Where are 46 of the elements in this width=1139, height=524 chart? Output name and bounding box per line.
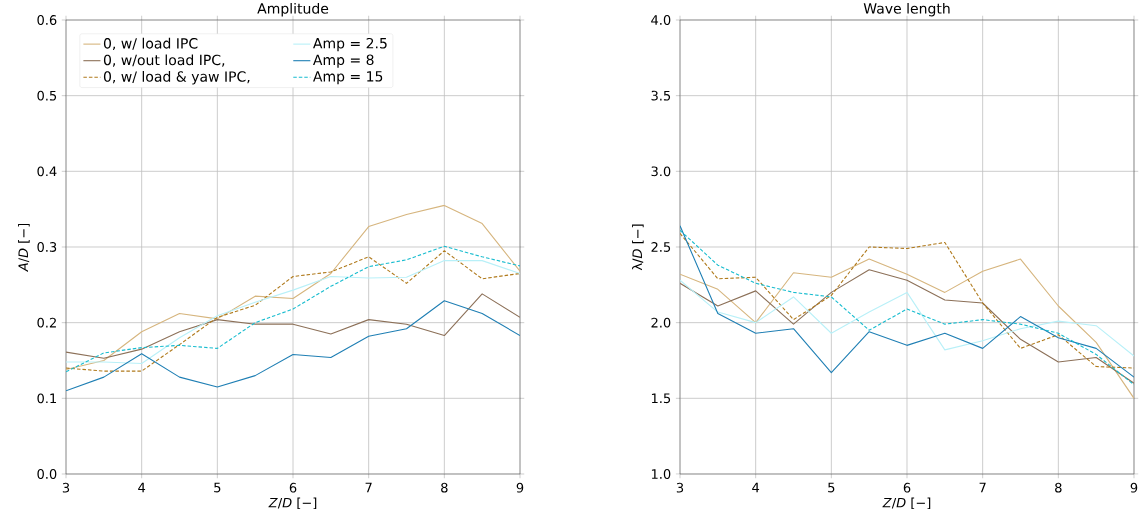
y-tick-label: 1.0 <box>651 469 671 479</box>
y-tick-label: 0.5 <box>37 90 57 101</box>
y-axis-title: A/D [−] <box>18 223 30 272</box>
y-tick-label: 1.5 <box>651 393 671 404</box>
y-tick-label: 4.0 <box>651 15 671 25</box>
legend-label: 0, w/ load & yaw IPC, <box>103 70 250 85</box>
chart-title: Amplitude <box>257 2 329 17</box>
y-tick-label: 0.0 <box>37 469 57 479</box>
legend-label: Amp = 15 <box>313 71 383 85</box>
y-tick-label: 2.5 <box>651 242 671 252</box>
x-tick-label: 5 <box>214 482 221 493</box>
x-axis-title: Z/D [−] <box>268 497 317 510</box>
line-series <box>66 204 520 371</box>
y-tick-label: 0.1 <box>37 393 57 404</box>
x-tick-label: 8 <box>1055 482 1062 493</box>
x-tick-label: 9 <box>516 482 524 493</box>
chart-title: Wave length <box>863 2 950 17</box>
y-axis-title: λ/D [−] <box>632 224 644 271</box>
legend-label: Amp = 2.5 <box>313 37 387 52</box>
x-tick-label: 6 <box>903 482 911 493</box>
y-tick-label: 0.3 <box>37 242 57 252</box>
x-tick-label: 6 <box>289 482 297 493</box>
x-tick-label: 9 <box>1130 482 1138 493</box>
y-tick-label: 0.4 <box>37 166 57 177</box>
y-tick-label: 2.0 <box>651 317 671 328</box>
x-tick-label: 5 <box>828 482 835 493</box>
line-series <box>680 279 1134 357</box>
x-tick-label: 3 <box>676 482 684 493</box>
x-tick-label: 7 <box>979 482 986 493</box>
legend-label: Amp = 8 <box>313 54 374 68</box>
legend-label: 0, w/ load IPC <box>103 37 198 51</box>
x-tick-label: 8 <box>441 482 448 493</box>
line-series <box>680 258 1134 399</box>
y-tick-label: 0.6 <box>37 15 57 25</box>
x-tick-label: 4 <box>752 482 760 493</box>
x-axis-title: Z/D [−] <box>882 497 931 510</box>
y-tick-label: 3.5 <box>651 90 671 101</box>
line-series <box>680 269 1134 384</box>
legend-label: 0, w/out load IPC, <box>103 54 225 67</box>
y-tick-label: 0.2 <box>37 317 56 328</box>
line-series <box>66 293 520 359</box>
x-tick-label: 4 <box>138 482 146 493</box>
y-tick-label: 3.0 <box>651 166 671 177</box>
line-series <box>66 300 520 392</box>
x-tick-label: 7 <box>365 482 372 493</box>
x-tick-label: 3 <box>62 482 70 493</box>
